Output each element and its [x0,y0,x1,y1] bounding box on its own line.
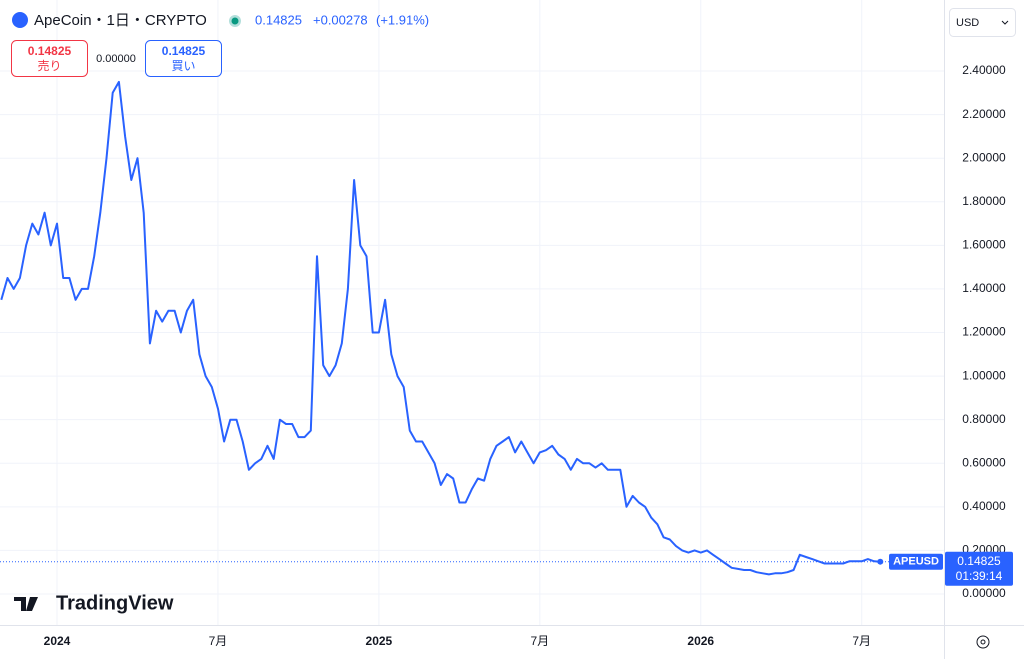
y-tick-label: 1.40000 [962,281,1006,295]
x-tick-label: 7月 [852,634,871,648]
buy-button[interactable] [145,40,222,77]
buy-label[interactable]: 買い [171,59,195,73]
grid [0,0,944,625]
countdown: 01:39:14 [956,569,1003,583]
ticker: APEUSD [893,556,939,568]
price: 0.14825 [255,12,302,27]
last-price-tag [945,551,1013,586]
y-tick-label: 0.80000 [962,412,1006,426]
x-tick-label: 2025 [366,634,393,648]
y-tick-label: 2.00000 [962,150,1006,164]
y-tick-label: 2.20000 [962,107,1006,121]
change-pct: (+1.91%) [376,12,429,27]
y-tick-label: 0.40000 [962,499,1006,513]
sell-price[interactable]: 0.14825 [28,44,72,58]
y-tick-label: 1.60000 [962,238,1006,252]
ticker-tag [889,553,943,570]
spread: 0.00000 [96,53,136,65]
y-tick-label: 2.40000 [962,63,1006,77]
y-tick-label: 0.60000 [962,455,1006,469]
x-tick-label: 7月 [209,634,228,648]
settings-icon[interactable] [976,635,990,649]
symbol: ApeCoin・1日・CRYPTO [34,12,207,29]
y-tick-label: 1.00000 [962,368,1006,382]
last-price-label: 0.14825 [957,554,1001,568]
logo: TradingView [56,592,174,614]
buy-price[interactable]: 0.14825 [162,44,206,58]
x-tick-label: 7月 [530,634,549,648]
plot [0,80,944,576]
currency[interactable]: USD [956,17,979,29]
price-line [0,80,881,576]
sell-button[interactable] [11,40,88,77]
coin-icon [12,12,28,28]
sell-label[interactable]: 売り [37,58,61,73]
x-tick-label: 2026 [687,634,714,648]
y-tick-label: 1.80000 [962,194,1006,208]
y-tick-label: 0.00000 [962,586,1006,600]
settings-icon-center[interactable] [980,639,986,645]
status-dot [231,17,239,25]
change: +0.00278 [313,12,368,27]
dropdown-arrow[interactable] [1001,20,1009,25]
y-tick-label: 1.20000 [962,325,1006,339]
currency-select[interactable] [949,8,1016,37]
logo-icon [14,597,38,611]
last-point [877,558,884,565]
x-tick-label: 2024 [44,634,71,648]
axes: 0.000000.200000.400000.600000.800001.000… [44,63,1013,648]
